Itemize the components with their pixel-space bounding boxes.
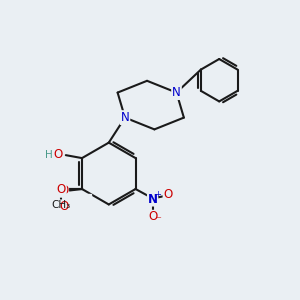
- Text: O: O: [59, 200, 68, 213]
- Text: O: O: [163, 188, 172, 201]
- Text: +: +: [154, 190, 161, 199]
- Text: N: N: [172, 86, 181, 99]
- Text: O: O: [148, 211, 157, 224]
- Text: N: N: [148, 193, 158, 206]
- Text: H: H: [45, 150, 53, 160]
- Text: N: N: [121, 111, 129, 124]
- Text: O: O: [59, 184, 68, 197]
- Text: ⁻: ⁻: [155, 215, 161, 226]
- Text: O: O: [53, 148, 62, 161]
- Text: O: O: [57, 182, 66, 196]
- Text: CH₃: CH₃: [52, 200, 71, 210]
